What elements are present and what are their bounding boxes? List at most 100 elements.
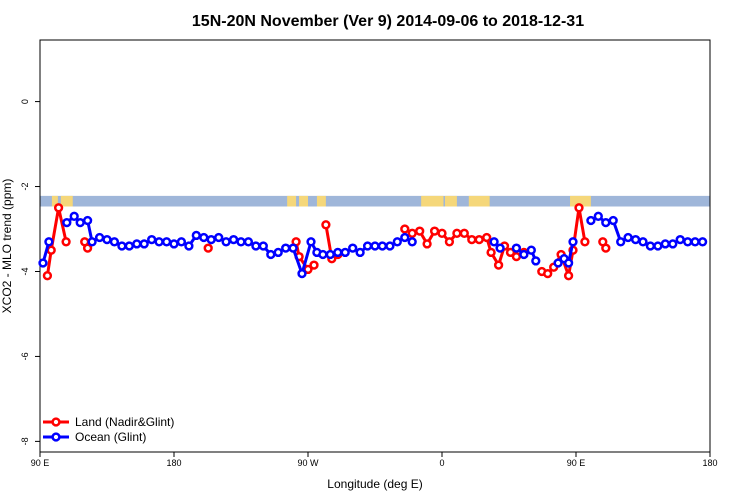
series-layer [38,203,708,281]
legend-ocean-label: Ocean (Glint) [75,430,146,444]
series-land-line [45,206,68,276]
series-ocean-point [169,239,179,249]
series-ocean [38,211,708,279]
y-axis: 0 -2 -4 -6 -8 [20,99,40,445]
x-axis: 90 E 180 90 W 0 90 E 180 [31,452,718,468]
series-ocean-point [243,237,254,247]
series-ocean-point [139,239,149,249]
series-ocean-point [568,237,578,247]
series-ocean-point [340,247,350,258]
series-ocean-point [630,234,641,245]
series-land-point [505,247,516,258]
series-land-point [53,203,64,213]
y-tick-label: -4 [20,267,30,275]
map-band-land [51,195,58,207]
series-ocean-point [176,237,187,247]
series-ocean-point [370,241,380,251]
series-ocean-point [306,237,316,247]
series-ocean-point [132,239,142,249]
series-ocean-point [623,232,633,243]
series-ocean-point [206,234,216,245]
series-ocean-point [400,232,410,243]
series-ocean-point [407,237,417,247]
map-band-land [316,195,326,207]
series-land-point [493,260,504,270]
series-ocean-point [297,268,307,279]
series-ocean-point [228,234,239,245]
series-ocean-point [266,249,276,260]
series-ocean-point [221,237,231,247]
series-ocean-point [608,215,618,226]
series-ocean-point [273,247,283,258]
series-ocean-point [385,241,395,251]
series-ocean-point [75,217,85,228]
series-ocean-point [199,232,209,243]
series-ocean-point [288,243,298,253]
y-axis-label: XCO2 - MLO trend (ppm) [0,179,14,314]
series-land-point [580,237,590,247]
series-ocean-point [214,232,224,243]
series-ocean-point [593,211,603,221]
series-ocean-point [102,234,112,245]
series-land [42,203,611,281]
series-ocean-point [124,241,134,251]
series-land-line [541,206,587,278]
series-land-point [407,228,417,238]
series-ocean-point [362,241,373,251]
map-band-land [570,195,591,207]
series-ocean-point [563,258,574,268]
series-ocean-point [251,241,261,251]
series-land-point [61,237,71,247]
series-land-point [511,251,522,262]
series-land-point [543,268,553,279]
x-tick-label: 90 E [567,458,586,468]
series-land-point [574,203,584,213]
series-ocean-point [147,234,157,245]
legend: Land (Nadir&Glint) Ocean (Glint) [43,415,174,444]
series-ocean-point [236,237,246,247]
map-band-land [299,195,308,207]
series-land-point [437,228,447,238]
series-ocean-point [526,245,536,255]
map-band-land [421,195,444,207]
series-ocean-point [683,237,693,247]
series-land-point [203,243,213,253]
series-land-point [482,232,492,243]
series-land-point [415,226,425,236]
series-ocean-point [355,247,365,258]
series-land-point [601,243,611,253]
series-land-point [467,234,477,245]
series-land-point [422,239,432,249]
x-axis-label: Longitude (deg E) [327,477,422,491]
series-ocean-point [44,237,54,247]
series-ocean-point [638,237,648,247]
series-ocean-point [690,237,700,247]
series-ocean-point [511,243,522,253]
series-land-point [309,260,319,270]
y-tick-label: -6 [20,352,30,360]
series-land-point [459,228,469,238]
series-ocean-point [117,241,127,251]
series-ocean-point [531,256,541,266]
series-land-point [82,243,93,253]
x-tick-label: 90 W [297,458,319,468]
series-ocean-point [675,234,685,245]
series-land-point [46,245,56,255]
series-ocean-point [325,249,335,260]
chart-title: 15N-20N November (Ver 9) 2014-09-06 to 2… [192,13,584,30]
series-ocean-point [154,237,164,247]
series-ocean-point [281,243,291,253]
series-ocean-point [191,230,201,241]
series-ocean-point [87,237,97,247]
series-ocean-point [348,243,358,253]
map-band [40,195,710,207]
series-ocean-point [184,241,194,251]
series-ocean-point [69,211,79,221]
series-ocean-point [82,215,93,226]
series-ocean-point [161,237,172,247]
series-land-point [429,226,440,236]
series-land-point [486,247,496,258]
map-band-land [60,195,73,207]
series-ocean-point [318,249,328,260]
